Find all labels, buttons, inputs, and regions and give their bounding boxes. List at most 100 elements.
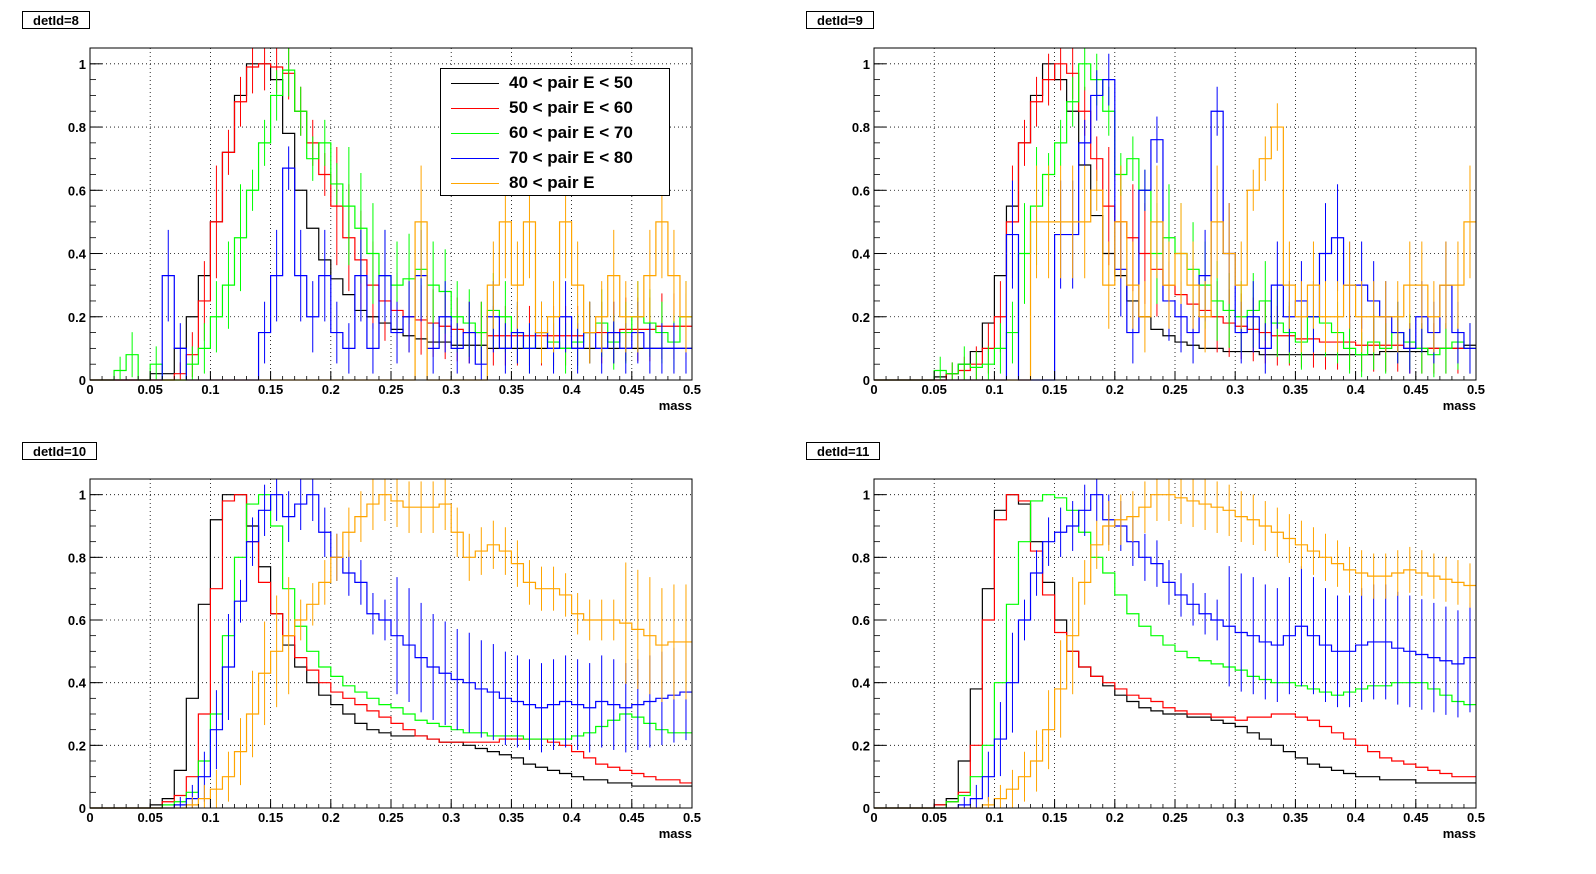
x-axis-label: mass [659,826,692,841]
legend-label: 60 < pair E < 70 [509,123,633,142]
y-tick-label: 0.2 [852,738,870,753]
y-tick-label: 0 [863,373,870,388]
legend-label: 50 < pair E < 60 [509,98,633,117]
series-line [874,494,1476,809]
histogram-pad: 0 0.05 0.1 0.15 0.2 0.25 0.3 0.35 0.4 0.45 0.5 0 0.2… [852,47,1485,413]
x-tick-label: 0.25 [378,810,403,825]
legend-entry: 50 < pair E < 60 [441,96,669,121]
x-tick-label: 0 [86,810,93,825]
x-tick-label: 0.05 [138,382,163,397]
x-tick-label: 0.25 [1162,810,1187,825]
x-tick-label: 0.1 [985,810,1003,825]
x-tick-label: 0.5 [683,382,701,397]
legend: 40 < pair E < 50 50 < pair E < 60 60 < p… [440,68,670,196]
pad-title-detid-8: detId=8 [22,11,90,29]
x-tick-label: 0 [870,810,877,825]
y-tick-label: 0.8 [68,550,86,565]
y-tick-label: 0.4 [68,247,87,262]
series-line [874,494,1476,809]
x-tick-label: 0.3 [1226,382,1244,397]
histogram-pad: 0 0.05 0.1 0.15 0.2 0.25 0.3 0.35 0.4 0.45 0.5 0 0.2… [68,47,701,413]
x-tick-label: 0.5 [1467,382,1485,397]
y-tick-label: 0.8 [852,120,870,135]
x-tick-label: 0.45 [619,810,644,825]
legend-swatch [451,83,499,84]
x-tick-label: 0.05 [922,382,947,397]
legend-label: 80 < pair E [509,173,595,192]
legend-swatch [451,108,499,109]
y-tick-label: 1 [79,488,86,503]
x-axis-label: mass [1443,398,1476,413]
x-tick-label: 0.4 [563,382,582,397]
y-tick-label: 0.8 [852,550,870,565]
series-line [90,63,692,381]
x-tick-label: 0.05 [922,810,947,825]
pad-title-detid-11: detId=11 [806,442,881,460]
x-tick-label: 0.25 [378,382,403,397]
x-tick-label: 0.5 [683,810,701,825]
series-line [874,494,1476,809]
x-tick-label: 0.15 [1042,382,1067,397]
x-tick-label: 0.05 [138,810,163,825]
pad-title-detid-9: detId=9 [806,11,874,29]
x-axis-label: mass [1443,826,1476,841]
x-tick-label: 0.35 [1283,810,1308,825]
y-tick-label: 0.6 [852,183,870,198]
x-tick-label: 0.45 [1403,810,1428,825]
y-tick-label: 0.4 [852,247,871,262]
series-line [90,494,692,809]
y-tick-label: 0.2 [852,310,870,325]
y-tick-label: 0 [863,801,870,816]
legend-swatch [451,133,499,134]
legend-swatch [451,183,499,184]
y-tick-label: 0.2 [68,310,86,325]
pad-title-detid-10: detId=10 [22,442,98,460]
x-tick-label: 0.25 [1162,382,1187,397]
y-tick-label: 0.6 [68,183,86,198]
legend-entry: 60 < pair E < 70 [441,121,669,146]
histogram-pad: 0 0.05 0.1 0.15 0.2 0.25 0.3 0.35 0.4 0.45 0.5 0 0.2… [852,478,1485,841]
x-tick-label: 0.15 [258,810,283,825]
x-tick-label: 0.4 [563,810,582,825]
x-tick-label: 0.35 [499,810,524,825]
x-tick-label: 0 [86,382,93,397]
x-tick-label: 0.45 [619,382,644,397]
x-tick-label: 0.1 [201,810,219,825]
x-tick-label: 0.35 [499,382,524,397]
x-tick-label: 0.15 [258,382,283,397]
x-axis-label: mass [659,398,692,413]
series-line [874,494,1476,809]
y-tick-label: 1 [863,57,870,72]
x-tick-label: 0.2 [1106,810,1124,825]
x-tick-label: 0.1 [985,382,1003,397]
x-tick-label: 0.3 [442,810,460,825]
x-tick-label: 0.1 [201,382,219,397]
series-line [90,494,692,809]
x-tick-label: 0 [870,382,877,397]
x-tick-label: 0.35 [1283,382,1308,397]
legend-entry: 40 < pair E < 50 [441,71,669,96]
x-tick-label: 0.45 [1403,382,1428,397]
legend-label: 70 < pair E < 80 [509,148,633,167]
y-tick-label: 0.2 [68,738,86,753]
x-tick-label: 0.4 [1347,810,1366,825]
y-tick-label: 0.4 [68,676,87,691]
x-tick-label: 0.2 [322,810,340,825]
y-tick-label: 1 [79,57,86,72]
x-tick-label: 0.4 [1347,382,1366,397]
y-tick-label: 0.6 [68,613,86,628]
x-tick-label: 0.3 [1226,810,1244,825]
y-tick-label: 0.4 [852,676,871,691]
series-line [874,494,1476,809]
legend-entry: 70 < pair E < 80 [441,146,669,171]
legend-label: 40 < pair E < 50 [509,73,633,92]
y-tick-label: 0.6 [852,613,870,628]
histogram-pad: 0 0.05 0.1 0.15 0.2 0.25 0.3 0.35 0.4 0.45 0.5 0 0.2… [68,478,701,841]
legend-entry: 80 < pair E [441,171,669,196]
series-line [90,494,692,809]
y-tick-label: 1 [863,488,870,503]
y-tick-label: 0 [79,801,86,816]
x-tick-label: 0.3 [442,382,460,397]
x-tick-label: 0.2 [1106,382,1124,397]
